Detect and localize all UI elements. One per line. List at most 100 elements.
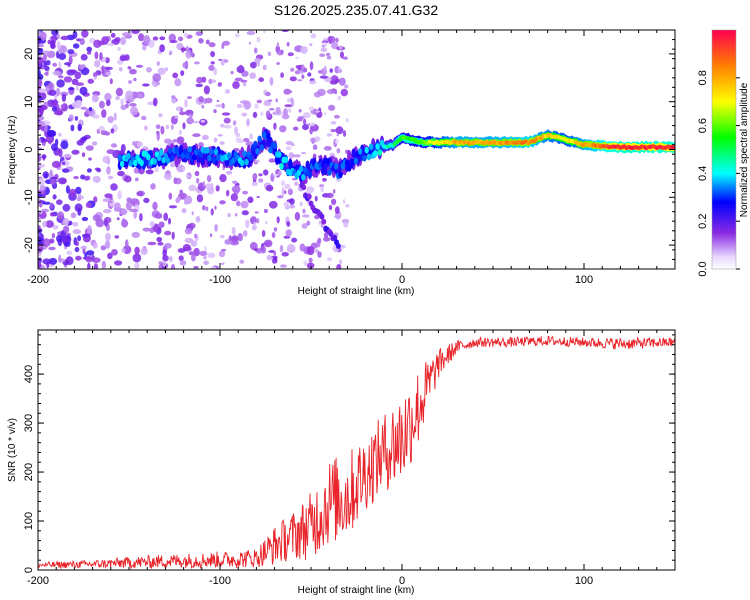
heatmap-ridge-segment bbox=[198, 151, 203, 158]
heatmap-noise-blob bbox=[75, 82, 84, 86]
heatmap-noise-blob bbox=[152, 201, 158, 211]
heatmap-noise-blob bbox=[74, 203, 83, 212]
heatmap-noise-blob bbox=[302, 208, 306, 214]
heatmap-ridge-segment bbox=[146, 153, 151, 161]
heatmap-noise-blob bbox=[73, 175, 79, 180]
heatmap-noise-blob bbox=[149, 221, 155, 227]
heatmap-noise-blob bbox=[64, 241, 71, 247]
heatmap-noise-blob bbox=[193, 247, 200, 257]
heatmap-noise-blob bbox=[254, 160, 261, 163]
heatmap-noise-blob bbox=[106, 166, 111, 175]
heatmap-noise-blob bbox=[38, 56, 44, 64]
heatmap-noise-blob bbox=[338, 45, 343, 50]
heatmap-noise-blob bbox=[164, 67, 169, 72]
heatmap-noise-blob bbox=[320, 47, 328, 52]
heatmap-noise-blob bbox=[273, 256, 278, 261]
heatmap-noise-blob bbox=[308, 106, 314, 111]
heatmap-noise-blob bbox=[271, 232, 276, 238]
heatmap-noise-blob bbox=[84, 175, 91, 181]
heatmap-noise-blob bbox=[107, 175, 114, 180]
heatmap-noise-blob bbox=[53, 98, 58, 108]
heatmap-noise-blob bbox=[205, 183, 212, 190]
heatmap-noise-blob bbox=[294, 211, 301, 221]
snr-y-axis-label: SNR (10 * v/v) bbox=[7, 418, 18, 482]
heatmap-noise-blob bbox=[69, 69, 78, 74]
heatmap-noise-blob bbox=[186, 45, 189, 52]
heatmap-ridge-segment bbox=[333, 163, 339, 170]
heatmap-noise-blob bbox=[65, 256, 74, 266]
heatmap-noise-blob bbox=[186, 174, 190, 178]
heatmap-noise-blob bbox=[38, 111, 41, 117]
colorbar-tick-label: 0.6 bbox=[697, 118, 709, 133]
heatmap-noise-blob bbox=[261, 246, 267, 254]
heatmap-ridge-segment bbox=[253, 140, 258, 148]
snr-series-line bbox=[38, 335, 675, 570]
heatmap-noise-blob bbox=[195, 217, 200, 221]
heatmap-noise-blob bbox=[254, 103, 259, 109]
heatmap-ridge-segment bbox=[119, 160, 125, 168]
heatmap-noise-blob bbox=[174, 115, 179, 119]
heatmap-noise-blob bbox=[284, 190, 287, 195]
heatmap-noise-blob bbox=[210, 266, 216, 269]
heatmap-noise-blob bbox=[147, 241, 157, 246]
heatmap-noise-blob bbox=[129, 208, 138, 213]
heatmap-noise-blob bbox=[190, 52, 195, 58]
heatmap-noise-blob bbox=[93, 39, 102, 48]
heatmap-noise-blob bbox=[188, 184, 197, 192]
heatmap-noise-blob bbox=[297, 79, 303, 82]
heatmap-noise-blob bbox=[188, 251, 195, 256]
heatmap-noise-blob bbox=[182, 122, 186, 130]
heatmap-noise-blob bbox=[182, 166, 185, 171]
heatmap-noise-blob bbox=[208, 64, 215, 71]
heatmap-noise-blob bbox=[214, 205, 217, 210]
heatmap-noise-blob bbox=[175, 197, 180, 204]
heatmap-noise-blob bbox=[102, 155, 111, 164]
heatmap-noise-blob bbox=[198, 142, 204, 148]
spectrogram-y-tick-label: 20 bbox=[23, 48, 35, 60]
heatmap-noise-blob bbox=[63, 225, 70, 234]
snr-plot-area bbox=[38, 330, 675, 570]
heatmap-noise-blob bbox=[291, 237, 298, 243]
heatmap-ridge-segment bbox=[213, 148, 219, 156]
heatmap-noise-blob bbox=[265, 110, 271, 118]
heatmap-noise-blob bbox=[88, 157, 92, 161]
heatmap-noise-blob bbox=[113, 202, 121, 211]
heatmap-noise-blob bbox=[106, 149, 116, 155]
heatmap-noise-blob bbox=[136, 141, 143, 148]
heatmap-noise-blob bbox=[223, 117, 231, 124]
spectrogram-y-tick-label: -10 bbox=[23, 189, 35, 205]
heatmap-noise-blob bbox=[281, 113, 290, 120]
heatmap-noise-blob bbox=[101, 36, 109, 45]
heatmap-noise-blob bbox=[191, 211, 194, 216]
heatmap-noise-blob bbox=[140, 247, 148, 255]
heatmap-noise-blob bbox=[163, 212, 169, 221]
heatmap-noise-blob bbox=[201, 134, 209, 140]
heatmap-noise-blob bbox=[288, 152, 295, 159]
heatmap-noise-blob bbox=[51, 143, 58, 152]
heatmap-ridge-segment bbox=[266, 132, 271, 140]
heatmap-noise-blob bbox=[235, 137, 242, 143]
heatmap-noise-blob bbox=[315, 249, 319, 253]
heatmap-noise-blob bbox=[266, 255, 273, 261]
heatmap-noise-blob bbox=[165, 124, 169, 130]
heatmap-ridge-segment bbox=[323, 165, 328, 176]
heatmap-noise-blob bbox=[205, 39, 210, 45]
colorbar-ticks: 0.0 0.2 0.4 0.6 0.8 bbox=[697, 70, 740, 277]
heatmap-noise-blob bbox=[76, 139, 85, 146]
heatmap-noise-blob bbox=[284, 206, 290, 210]
heatmap-noise-blob bbox=[62, 168, 70, 173]
heatmap-noise-blob bbox=[286, 90, 293, 94]
heatmap-noise-blob bbox=[105, 71, 112, 76]
heatmap-noise-blob bbox=[129, 68, 137, 75]
heatmap-noise-blob bbox=[325, 52, 331, 57]
heatmap-noise-blob bbox=[56, 87, 61, 97]
heatmap-ridge-segment bbox=[255, 148, 260, 155]
heatmap-noise-blob bbox=[115, 87, 123, 97]
heatmap-noise-blob bbox=[56, 40, 61, 50]
heatmap-noise-blob bbox=[110, 183, 118, 191]
heatmap-noise-blob bbox=[38, 30, 41, 37]
heatmap-noise-blob bbox=[299, 243, 306, 252]
heatmap-noise-blob bbox=[176, 136, 185, 145]
